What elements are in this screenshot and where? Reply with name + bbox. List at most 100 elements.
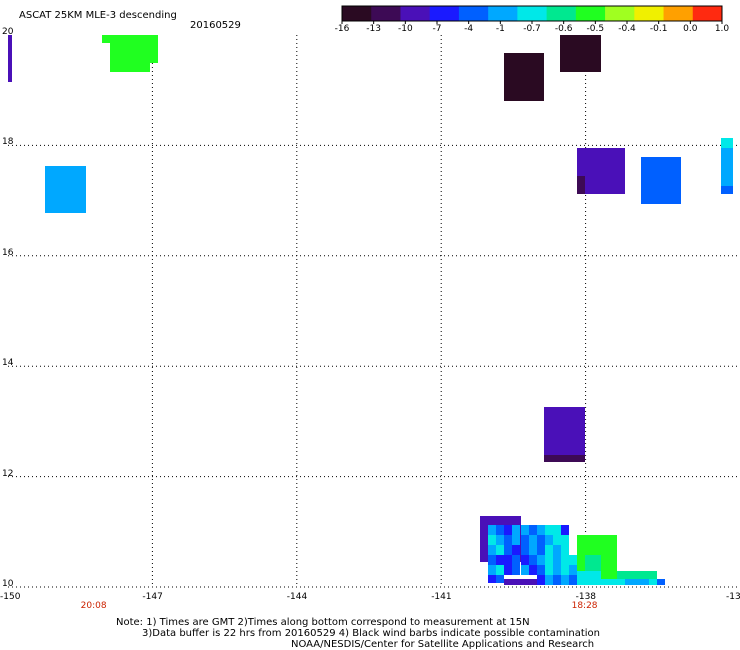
- data-cell: [504, 555, 512, 565]
- data-cell: [504, 565, 512, 575]
- latitude-tick-label: 12: [2, 468, 14, 479]
- data-cell: [553, 565, 561, 575]
- colorbar-swatch: [488, 6, 518, 21]
- data-cell: [512, 555, 520, 565]
- data-cell: [529, 545, 537, 555]
- data-cell: [545, 545, 553, 555]
- data-cell: [521, 525, 529, 535]
- colorbar-swatch: [400, 6, 431, 21]
- data-cell: [545, 525, 553, 535]
- latitude-tick-label: 14: [2, 358, 14, 369]
- data-cell: [657, 579, 665, 585]
- gridlines: [8, 35, 740, 588]
- data-cell: [625, 579, 649, 585]
- data-cell: [560, 35, 601, 72]
- data-cell: [561, 575, 569, 585]
- data-cell: [529, 565, 537, 575]
- data-cell: [561, 555, 569, 565]
- latitude-tick-label: 20: [2, 27, 14, 37]
- longitude-tick-label: -144: [286, 592, 308, 602]
- pass-time-label: 20:08: [80, 601, 107, 611]
- longitude-tick-label: -138: [575, 592, 597, 602]
- footer-note-1: Note: 1) Times are GMT 2)Times along bot…: [116, 617, 530, 628]
- data-cell: [545, 535, 553, 545]
- colorbar-swatch: [692, 6, 723, 21]
- data-cell: [504, 579, 537, 585]
- latitude-tick-label: 10: [2, 579, 14, 589]
- data-cell: [641, 157, 681, 204]
- data-cell: [529, 555, 537, 565]
- data-cell: [545, 575, 553, 585]
- colorbar-tick-label: 1.0: [714, 24, 730, 34]
- data-cell: [488, 555, 496, 565]
- colorbar-swatch: [458, 6, 489, 21]
- chart-date: 20160529: [190, 20, 241, 31]
- colorbar-tick-label: -0.5: [586, 24, 605, 34]
- data-cell: [721, 186, 733, 194]
- longitude-tick-label: -150: [0, 592, 21, 602]
- data-cell: [504, 535, 512, 545]
- data-cell: [496, 575, 504, 583]
- colorbar-swatch: [634, 6, 665, 21]
- data-cell: [45, 166, 86, 213]
- data-cell: [496, 545, 504, 555]
- data-cell: [561, 535, 569, 545]
- data-cell: [553, 575, 561, 585]
- latitude-tick-label: 18: [2, 137, 14, 148]
- data-cell: [504, 525, 512, 535]
- data-cell: [537, 555, 545, 565]
- footer-note-2: 3)Data buffer is 22 hrs from 20160529 4)…: [142, 628, 600, 639]
- colorbar-tick-label: -0.6: [554, 24, 573, 34]
- data-cell: [529, 525, 537, 535]
- data-cell: [721, 148, 733, 186]
- data-cell: [496, 555, 504, 565]
- data-cell: [561, 565, 569, 575]
- data-cell: [537, 525, 545, 535]
- colorbar-tick-label: -7: [432, 24, 442, 34]
- data-cell: [521, 545, 529, 555]
- data-cell: [537, 545, 545, 555]
- data-cell: [561, 525, 569, 535]
- longitude-tick-label: -135: [726, 592, 740, 602]
- data-cell: [529, 535, 537, 545]
- data-cell: [504, 545, 512, 555]
- data-cell: [553, 545, 561, 555]
- data-cell: [110, 63, 150, 72]
- data-cell: [488, 535, 496, 545]
- data-cell: [496, 565, 504, 575]
- data-cell: [544, 407, 585, 455]
- colorbar-tick-label: -0.4: [618, 24, 636, 34]
- data-cell: [496, 525, 504, 535]
- longitude-tick-label: -147: [142, 592, 163, 602]
- colorbar-tick-label: -10: [397, 24, 413, 34]
- data-cell: [521, 535, 529, 545]
- data-cell: [537, 575, 545, 585]
- colorbar-swatch: [342, 6, 372, 21]
- colorbar-swatch: [371, 6, 401, 21]
- data-cell: [561, 545, 569, 555]
- colorbar: [341, 5, 723, 24]
- data-cell: [110, 43, 158, 63]
- data-cell: [488, 575, 496, 583]
- data-cell: [512, 535, 520, 545]
- data-cell: [569, 565, 577, 575]
- data-cell: [577, 579, 657, 585]
- data-cell: [504, 53, 544, 101]
- colorbar-tick-label: -4: [464, 24, 474, 34]
- colorbar-swatch: [517, 6, 548, 21]
- data-cell: [521, 555, 529, 565]
- data-cell: [569, 555, 577, 565]
- data-cell: [537, 535, 545, 545]
- colorbar-tick-label: -16: [334, 24, 350, 34]
- footer-credit: NOAA/NESDIS/Center for Satellite Applica…: [291, 639, 595, 650]
- data-cell: [488, 545, 496, 555]
- data-cell: [512, 565, 520, 575]
- data-cell: [553, 535, 561, 545]
- data-cell: [544, 455, 585, 462]
- colorbar-tick-label: -1: [495, 24, 505, 34]
- colorbar-swatch: [546, 6, 577, 21]
- data-cells: [8, 35, 733, 585]
- colorbar-tick-label: -13: [366, 24, 382, 34]
- data-cell: [496, 535, 504, 545]
